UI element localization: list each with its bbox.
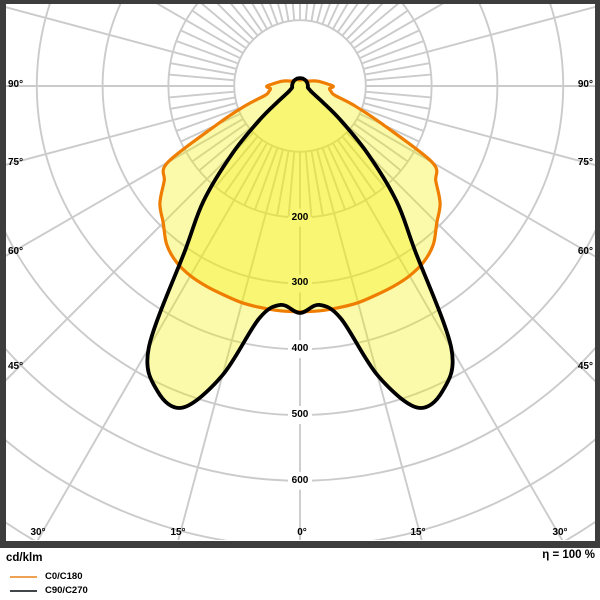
grid-ray [6,102,237,166]
grid-ray [363,102,595,167]
grid-circle [6,229,595,416]
grid-ray [345,4,384,41]
grid-ray [287,151,296,218]
grid-ray [341,135,386,188]
radial-tick-label: 500 [291,409,309,420]
grid-ray [336,4,359,33]
grid-ray [332,142,564,540]
grid-ray [363,5,595,70]
grid-ray [361,107,424,132]
grid-ray [269,4,279,25]
grid-ray [349,127,402,172]
grid-ray [284,4,290,22]
grid-ray [326,145,357,206]
grid-ray [304,151,313,218]
angle-label-left: 90° [8,79,24,90]
grid-ray [191,9,247,50]
grid-ray [276,150,290,216]
grid-circle [35,4,565,350]
grid-ray [223,139,264,195]
unit-label: cd/klm [6,552,43,564]
grid-ray [336,139,377,195]
grid-ray [310,150,324,216]
angle-label-bottom: 30° [30,527,46,538]
grid-ray [260,4,274,27]
angle-label-right: 75° [577,157,593,168]
c0-c180-fill [159,79,441,312]
grid-ray [176,107,239,132]
grid-ray [176,40,239,65]
grid-ray [353,9,409,50]
grid-ray [349,4,400,45]
grid-ray [345,131,595,383]
grid-ray [216,4,255,41]
grid-ray [177,149,284,540]
grid-ray [356,4,444,54]
grid-ray [200,4,251,45]
grid-ray [168,90,235,99]
grid-ray [170,96,236,110]
grid-ray [359,29,420,60]
grid-ray [364,62,430,76]
radial-tick-label: 200 [291,211,309,223]
legend-item-c90-c270: C90/C270 [10,586,88,596]
angle-label-bottom: 0° [297,527,307,538]
grid-ray [170,62,236,76]
grid-ray [214,135,259,188]
angle-label-right: 60° [577,246,593,257]
legend-line-c0-icon [10,576,37,578]
c0-c180-curve [158,78,442,314]
grid-ray [326,4,340,27]
angle-label-bottom: 15° [410,527,426,538]
grid-ray [180,29,241,60]
grid-ray [198,127,251,172]
legend-label-c0: C0/C180 [45,571,83,583]
grid-ray [341,4,371,37]
grid-ray [365,73,432,82]
legend-item-c0-c180: C0/C180 [10,572,83,582]
grid-ray [36,142,268,540]
grid-ray [6,131,255,382]
grid-ray [156,4,244,54]
grid-ray [241,4,264,33]
legend-line-c90-icon [10,590,37,592]
grid-ray [304,4,309,21]
grid-ray [168,73,235,82]
grid-ray [191,122,247,163]
grid-ray [229,4,259,37]
angle-label-right: 45° [577,361,593,372]
grid-ray [316,149,423,540]
radial-tick-label: 400 [291,343,309,355]
grid-ray [291,4,296,21]
grid-ray [364,96,430,110]
angle-label-left: 45° [8,361,24,372]
angle-label-right: 90° [577,79,593,90]
c90-c270-curve [145,76,455,410]
grid-ray [365,90,432,99]
angle-label-left: 75° [8,157,24,168]
radial-tick-label: 600 [291,474,309,486]
grid-ray [353,122,409,163]
grid-ray [321,4,331,25]
grid-ray [243,145,274,206]
grid-ray [254,147,279,210]
grid-circle [167,4,433,218]
grid-ray [6,6,237,70]
angle-label-bottom: 15° [170,527,186,538]
radial-tick-label: 300 [291,277,309,289]
grid-ray [321,147,346,210]
c90-c270-fill [147,78,453,408]
grid-ray [361,40,424,65]
efficiency-label: η = 100 % [542,549,595,561]
angle-label-bottom: 30° [552,527,568,538]
legend-label-c90: C90/C270 [45,585,88,597]
angle-label-left: 60° [8,246,24,257]
grid-ray [310,4,316,22]
